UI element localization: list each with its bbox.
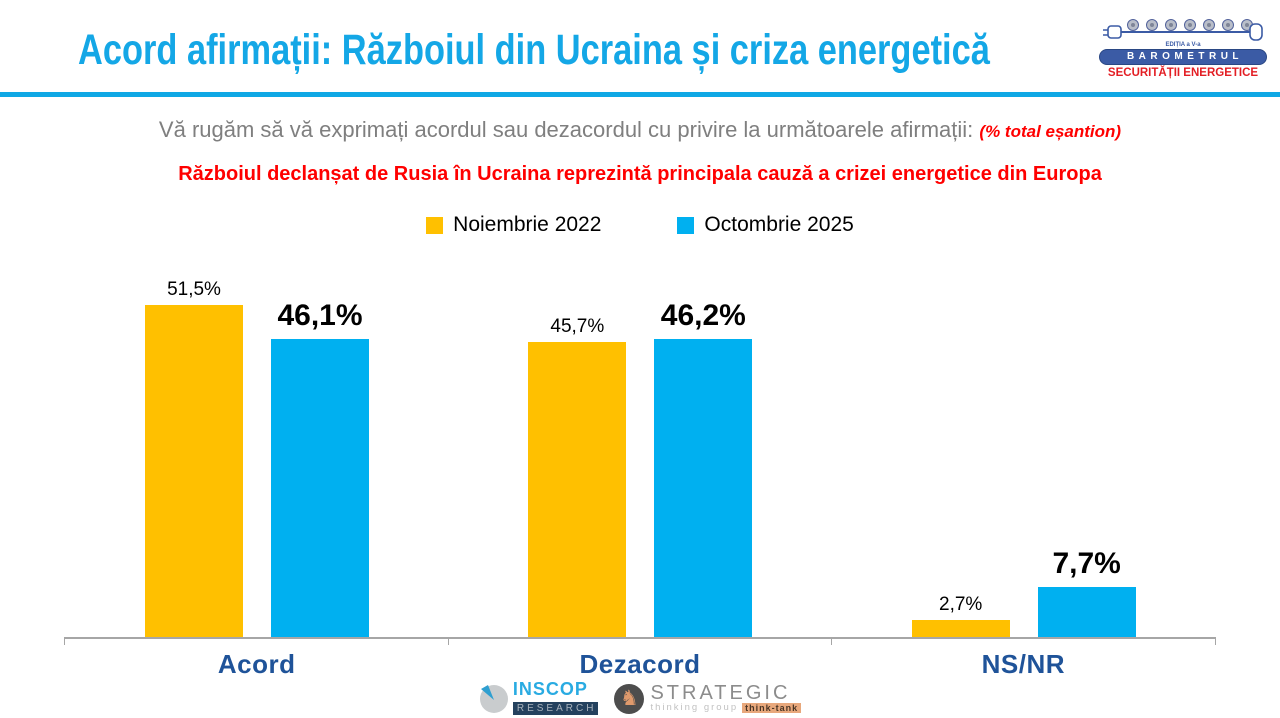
- legend-label-2022: Noiembrie 2022: [453, 213, 602, 236]
- chart-group-dezacord: 45,7% 46,2%: [448, 282, 831, 637]
- inscop-logo: INSCOP RESEARCH: [479, 679, 599, 716]
- legend-item-2022: Noiembrie 2022: [426, 213, 601, 237]
- legend-item-2025: Octombrie 2025: [677, 213, 854, 237]
- thinking-group-label: thinking group: [650, 702, 739, 713]
- sample-note: (% total eșantion): [979, 122, 1122, 141]
- footer-logos: INSCOP RESEARCH ♞ STRATEGIC thinking gro…: [0, 679, 1280, 716]
- axis-tick: [1215, 638, 1216, 645]
- strategic-name: STRATEGIC: [650, 682, 791, 704]
- strategic-logo: ♞ STRATEGIC thinking group think-tank: [614, 682, 802, 714]
- logo-securitatii-text: SECURITĂȚII ENERGETICE: [1107, 67, 1259, 79]
- bar-octombrie-2025: [271, 339, 369, 637]
- page-title: Acord afirmații: Războiul din Ucraina și…: [78, 26, 990, 74]
- category-label: Acord: [217, 649, 296, 679]
- bar-value-label: 46,1%: [277, 299, 363, 333]
- legend-label-2025: Octombrie 2025: [704, 213, 854, 236]
- inscop-compass-icon: [479, 684, 508, 713]
- chart-legend: Noiembrie 2022 Octombrie 2025: [0, 213, 1280, 237]
- power-strip-icon: [1103, 19, 1263, 41]
- horse-icon: ♞: [614, 683, 645, 714]
- legend-swatch-blue: [677, 216, 695, 234]
- bar-noiembrie-2022: [528, 342, 627, 637]
- bar-noiembrie-2022: [911, 619, 1010, 637]
- statement-text: Războiul declanșat de Rusia în Ucraina r…: [178, 163, 1102, 185]
- strategic-subline: thinking group think-tank: [650, 702, 802, 713]
- barometrul-logo: EDIȚIA a V-a BAROMETRUL SECURITĂȚII ENER…: [1099, 17, 1267, 79]
- bar-octombrie-2025: [654, 338, 753, 637]
- title-divider: [0, 92, 1280, 97]
- inscop-name: INSCOP: [512, 679, 588, 699]
- axis-tick: [831, 638, 832, 645]
- logo-edition-text: EDIȚIA a V-a: [1165, 42, 1201, 48]
- axis-tick: [448, 638, 449, 645]
- x-axis: [64, 637, 1216, 645]
- bar-value-label: 51,5%: [167, 278, 221, 300]
- category-label: NS/NR: [981, 649, 1066, 679]
- inscop-text: INSCOP RESEARCH: [512, 679, 599, 716]
- legend-swatch-yellow: [426, 216, 444, 234]
- bar-noiembrie-2022: [145, 304, 243, 637]
- bar-value-label: 7,7%: [1052, 547, 1121, 581]
- chart-plot: 51,5% 46,1% 45,7% 46,2% 2,7% 7,7%: [65, 278, 1215, 637]
- think-tank-badge: think-tank: [742, 702, 802, 713]
- question-main: Vă rugăm să vă exprimați acordul sau dez…: [158, 117, 974, 142]
- inscop-research-label: RESEARCH: [512, 702, 599, 715]
- logo-barometrul-text: BAROMETRUL: [1099, 49, 1267, 65]
- category-label: Dezacord: [579, 649, 701, 679]
- bar-octombrie-2025: [1037, 587, 1136, 637]
- bar-value-label: 2,7%: [939, 593, 983, 615]
- axis-tick: [64, 638, 65, 645]
- strategic-text: STRATEGIC thinking group think-tank: [650, 682, 802, 713]
- bar-value-label: 46,2%: [660, 298, 746, 332]
- chart-group-nsnr: 2,7% 7,7%: [832, 282, 1215, 637]
- bar-value-label: 45,7%: [550, 316, 605, 337]
- chart-group-acord: 51,5% 46,1%: [65, 278, 448, 637]
- question-text: Vă rugăm să vă exprimați acordul sau dez…: [0, 117, 1280, 143]
